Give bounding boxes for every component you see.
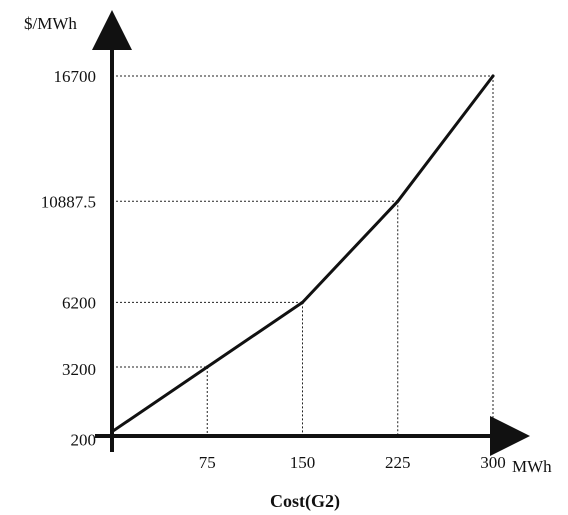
- tick-labels: 200 3200 6200 10887.5 16700 75 150 225 300: [41, 67, 506, 472]
- cost-series: [110, 74, 495, 434]
- x-tick-label: 150: [290, 453, 316, 472]
- data-point: [396, 199, 400, 203]
- series-line-segment: [110, 365, 209, 434]
- series-line-segment: [301, 199, 400, 304]
- y-tick-label: 6200: [62, 293, 96, 312]
- y-axis-label: $/MWh: [24, 14, 77, 33]
- x-axis-label: MWh: [512, 457, 552, 476]
- series-line-segment: [205, 300, 304, 369]
- y-tick-label: 200: [71, 431, 97, 450]
- data-point: [491, 74, 495, 78]
- y-tick-label: 3200: [62, 360, 96, 379]
- x-tick-label: 225: [385, 453, 411, 472]
- y-tick-label: 10887.5: [41, 192, 96, 211]
- chart-title: Cost(G2): [270, 491, 340, 512]
- series-line-segment: [396, 74, 495, 203]
- data-point: [110, 430, 114, 434]
- x-tick-label: 300: [480, 453, 506, 472]
- data-point: [205, 365, 209, 369]
- dotted-guides: [112, 75, 494, 436]
- x-tick-label: 75: [199, 453, 216, 472]
- y-tick-label: 16700: [54, 67, 97, 86]
- data-point: [301, 300, 304, 304]
